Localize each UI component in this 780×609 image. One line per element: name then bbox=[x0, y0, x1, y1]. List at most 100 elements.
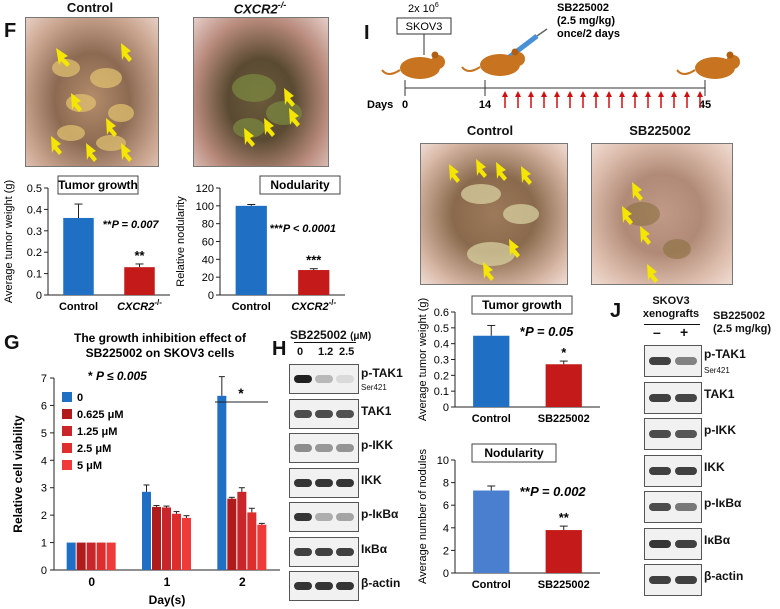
mouse-ear bbox=[511, 48, 519, 56]
wb-j-drug: SB225002 (2.5 mg/kg) bbox=[713, 310, 772, 335]
drug-line1: SB225002 bbox=[557, 2, 609, 14]
wb-j-header: SKOV3 xenografts bbox=[642, 295, 700, 320]
mouse-icon-day45 bbox=[676, 51, 740, 79]
y-tick-label: 0 bbox=[443, 402, 449, 414]
bar-series-0 bbox=[142, 491, 151, 570]
photo-title-sb225002: SB225002 bbox=[629, 123, 691, 138]
wb-band bbox=[649, 466, 671, 475]
legend-swatch-0 bbox=[62, 392, 72, 402]
y-tick-label: 0 bbox=[443, 568, 449, 580]
y-tick-label: 100 bbox=[196, 201, 214, 213]
y-axis-label: Average number of nodules bbox=[417, 449, 429, 584]
legend-label-0: 0 bbox=[77, 392, 83, 404]
y-tick-label: 120 bbox=[196, 183, 214, 195]
y-tick-label: 0.4 bbox=[27, 204, 42, 216]
mouse-photo-cxcr2 bbox=[193, 17, 329, 167]
wb-band bbox=[675, 539, 697, 548]
mouse-body bbox=[695, 57, 735, 79]
wb-row-label: p-IKK bbox=[361, 438, 393, 452]
wb-band bbox=[675, 430, 697, 438]
bar-0 bbox=[235, 205, 267, 295]
chart-f-nodularity: Nodularity 0 20 40 60 80 100 120 Relative nodula… bbox=[175, 175, 345, 313]
bar-series-2 bbox=[86, 542, 96, 570]
legend-swatch-4 bbox=[62, 460, 72, 470]
wb-row-label: TAK1 bbox=[704, 386, 735, 401]
y-tick-label: 6 bbox=[41, 400, 47, 412]
y-tick-label: 0 bbox=[41, 565, 47, 577]
cells-count: 2x 106 bbox=[408, 2, 439, 15]
p-value: **P = 0.002 bbox=[520, 484, 586, 499]
y-tick-label: 60 bbox=[202, 237, 214, 249]
y-axis-label: Average tumor weight (g) bbox=[3, 180, 15, 303]
wb-band bbox=[336, 444, 354, 452]
wb-band bbox=[294, 513, 312, 521]
chart-title: Nodularity bbox=[484, 446, 544, 460]
mouse-ear bbox=[726, 51, 734, 59]
panel-letter-f: F bbox=[4, 20, 17, 42]
bar-1 bbox=[124, 267, 155, 295]
p-value: *P = 0.05 bbox=[520, 324, 574, 339]
wb-row-label: β-actin bbox=[704, 569, 744, 583]
dose-arrow-head bbox=[619, 91, 625, 97]
photo-title-control-f: Control bbox=[66, 0, 114, 15]
bar-series-2 bbox=[237, 491, 247, 570]
day-tick-label: 14 bbox=[479, 99, 492, 111]
panel-letter-g: G bbox=[4, 332, 20, 354]
wb-band bbox=[675, 357, 697, 365]
wb-row-box bbox=[289, 571, 359, 601]
p-value: * P ≤ 0.005 bbox=[88, 369, 147, 383]
bar-1 bbox=[298, 270, 330, 295]
chart-f-tumor-growth: Tumor growth 0 0.1 0.2 0.3 0.4 0.5 Average tumo… bbox=[3, 175, 170, 313]
wb-row-box bbox=[289, 467, 359, 498]
y-tick-label: 40 bbox=[202, 254, 214, 266]
chart-i-nodularity: Nodularity 0 2 4 6 8 10 Average number of nodul… bbox=[417, 443, 600, 591]
bar-series-4 bbox=[106, 542, 116, 570]
chart-title: Tumor growth bbox=[58, 178, 138, 192]
photo-arrows bbox=[622, 182, 691, 283]
chart-title-line2: SB225002 on SKOV3 cells bbox=[86, 346, 235, 360]
wb-band bbox=[336, 513, 354, 521]
bar-1 bbox=[545, 364, 582, 407]
chart-title-box bbox=[259, 175, 341, 195]
chart-title-box bbox=[57, 175, 139, 195]
wb-band bbox=[336, 547, 354, 556]
wb-band bbox=[294, 547, 312, 556]
wb-row-box bbox=[644, 491, 702, 523]
bar-0 bbox=[63, 217, 94, 295]
wb-band bbox=[649, 430, 671, 438]
wb-band bbox=[649, 503, 671, 511]
y-axis-label: Relative nodularity bbox=[175, 196, 187, 287]
cell-line-label: SKOV3 bbox=[406, 21, 443, 33]
wb-row-label: p-TAK1 bbox=[361, 366, 403, 380]
wb-band bbox=[315, 409, 333, 418]
wb-band bbox=[336, 409, 354, 418]
wb-row-label: p-IκBα bbox=[704, 496, 742, 510]
dose-arrow-head bbox=[515, 91, 521, 97]
significance-star: * bbox=[238, 385, 244, 401]
x-tick-label: SB225002 bbox=[538, 413, 590, 425]
wb-band bbox=[315, 582, 333, 590]
mouse-body bbox=[400, 57, 440, 79]
bar-series-1 bbox=[227, 498, 237, 570]
mouse-icon-day0 bbox=[381, 51, 445, 79]
wb-h-dose-label: 2.5 bbox=[339, 346, 355, 358]
dose-arrow-head bbox=[502, 91, 508, 97]
photo-arrows bbox=[232, 74, 302, 147]
wb-row-box bbox=[289, 364, 359, 394]
mouse-photo-control-i bbox=[420, 143, 568, 285]
y-tick-label: 8 bbox=[443, 478, 449, 490]
photo-arrows bbox=[51, 43, 134, 162]
wb-band bbox=[315, 375, 333, 383]
mouse-head bbox=[511, 52, 525, 66]
mouse-tail bbox=[461, 66, 481, 72]
bar-series-1 bbox=[152, 506, 161, 570]
wb-row-label: p-IKK bbox=[704, 423, 736, 437]
dose-arrow-head bbox=[632, 91, 638, 97]
wb-band bbox=[649, 539, 671, 548]
mouse-body bbox=[480, 54, 520, 76]
bar-series-0 bbox=[66, 542, 76, 570]
wb-row-label: TAK1 bbox=[361, 403, 392, 418]
x-tick-label: 1 bbox=[164, 575, 171, 589]
panel-letter-h: H bbox=[272, 338, 287, 360]
y-axis-label: Relative cell viability bbox=[11, 415, 25, 533]
